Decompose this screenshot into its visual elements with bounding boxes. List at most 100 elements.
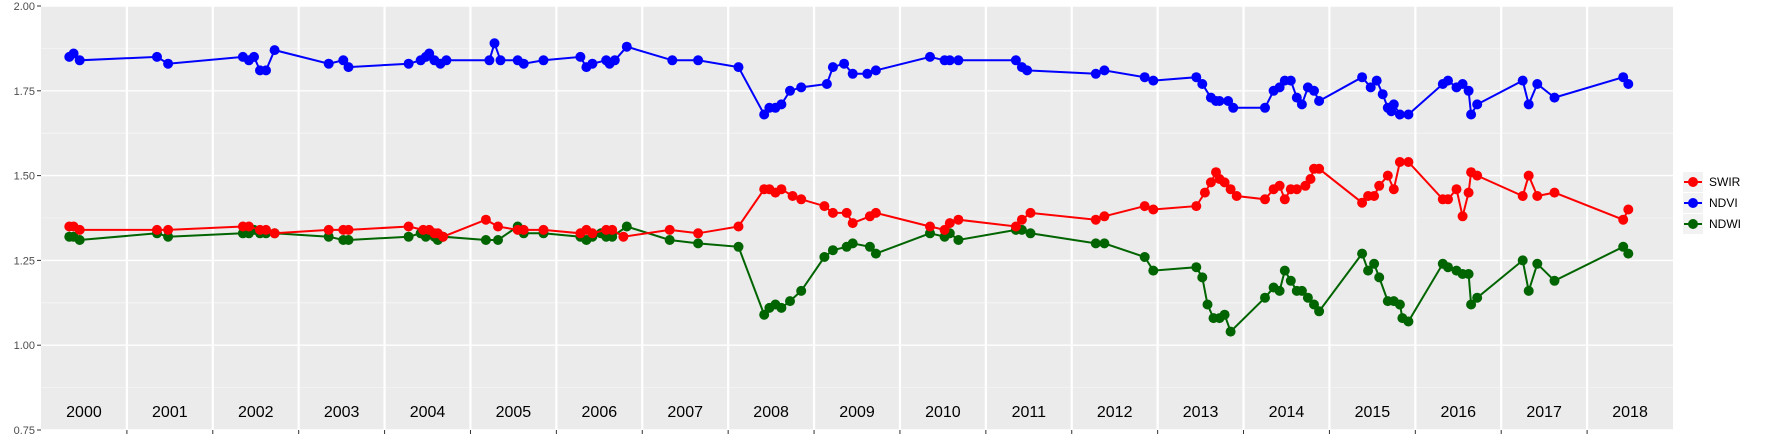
data-point-ndwi	[1139, 252, 1150, 262]
data-point-ndvi	[1472, 99, 1483, 110]
data-point-ndvi	[1618, 72, 1629, 83]
data-point-ndwi	[1274, 285, 1285, 296]
data-point-ndwi	[733, 241, 744, 252]
data-point-ndvi	[1377, 89, 1388, 100]
data-point-ndvi	[538, 55, 549, 66]
data-point-swir	[733, 221, 744, 232]
year-label: 2010	[925, 404, 961, 421]
data-point-ndwi	[1618, 241, 1629, 252]
data-point-ndvi	[163, 58, 174, 69]
data-point-swir	[1274, 180, 1285, 191]
data-point-ndvi	[821, 79, 832, 89]
data-point-ndwi	[1357, 248, 1368, 259]
data-point-ndvi	[1443, 75, 1453, 86]
data-point-ndwi	[1532, 258, 1543, 269]
legend-item-ndvi: NDVI	[1683, 193, 1738, 213]
data-point-ndvi	[1623, 79, 1634, 89]
data-point-swir	[607, 224, 618, 235]
data-point-ndwi	[1472, 292, 1483, 303]
data-point-ndvi	[484, 55, 495, 66]
data-point-swir	[1090, 214, 1101, 225]
legend-key-point	[1688, 177, 1698, 187]
data-point-ndvi	[776, 99, 787, 110]
data-point-ndvi	[1191, 72, 1202, 83]
year-label: 2017	[1526, 404, 1562, 421]
data-point-ndvi	[839, 58, 850, 69]
data-point-ndvi	[693, 55, 704, 66]
legend: SWIR NDVI NDWI	[1683, 172, 1741, 234]
data-point-ndwi	[1369, 258, 1380, 269]
data-point-ndvi	[1365, 82, 1376, 93]
data-point-ndwi	[1279, 265, 1290, 276]
data-point-ndwi	[1202, 299, 1213, 310]
data-point-swir	[1231, 191, 1242, 201]
data-point-ndvi	[1274, 82, 1285, 93]
year-label: 2016	[1440, 404, 1476, 421]
legend-item-ndwi: NDWI	[1683, 214, 1741, 234]
data-point-ndvi	[1532, 79, 1543, 89]
data-point-swir	[1618, 214, 1629, 225]
data-point-ndwi	[1296, 285, 1307, 296]
data-point-swir	[1260, 194, 1270, 205]
data-point-swir	[1199, 187, 1210, 198]
data-point-ndwi	[1394, 299, 1405, 310]
data-point-swir	[493, 221, 503, 232]
data-point-ndvi	[827, 62, 838, 73]
data-point-swir	[1463, 187, 1474, 198]
data-point-ndvi	[338, 55, 349, 66]
data-point-ndvi	[925, 51, 935, 62]
data-point-ndvi	[785, 85, 795, 96]
data-point-ndvi	[1022, 65, 1033, 76]
data-point-ndvi	[1457, 79, 1468, 89]
data-point-swir	[796, 194, 807, 205]
data-point-ndwi	[621, 221, 632, 232]
data-point-ndwi	[343, 235, 354, 245]
data-point-ndvi	[1148, 75, 1159, 86]
data-point-swir	[74, 224, 85, 235]
data-point-swir	[438, 231, 448, 242]
data-point-ndwi	[1148, 265, 1159, 276]
data-point-ndwi	[776, 302, 787, 313]
data-point-swir	[587, 228, 598, 239]
data-point-ndvi	[733, 62, 744, 73]
y-tick-label: 1.75	[14, 86, 35, 98]
data-point-swir	[664, 224, 675, 235]
data-point-swir	[1549, 187, 1560, 198]
data-point-swir	[939, 224, 950, 235]
data-point-swir	[1623, 204, 1634, 215]
data-point-swir	[1472, 170, 1483, 181]
year-label: 2004	[410, 404, 446, 421]
data-point-ndvi	[1517, 75, 1528, 86]
data-point-swir	[819, 201, 830, 212]
data-point-swir	[827, 207, 838, 218]
data-point-ndwi	[1197, 272, 1208, 283]
year-label: 2011	[1012, 404, 1047, 421]
data-point-ndvi	[667, 55, 678, 66]
year-label: 2013	[1183, 404, 1219, 421]
year-labels: 2000 2001 2002 2003 2004 2005 2006 2007 2008 2009…	[66, 404, 1648, 421]
y-tick-label: 2.00	[14, 1, 35, 13]
data-point-ndvi	[1260, 102, 1270, 113]
year-label: 2006	[582, 404, 618, 421]
data-point-ndvi	[1214, 96, 1225, 106]
data-point-ndvi	[74, 55, 85, 66]
data-point-ndvi	[1139, 72, 1150, 83]
data-point-ndwi	[870, 248, 881, 259]
data-point-ndvi	[403, 58, 414, 69]
legend-item-swir: SWIR	[1683, 172, 1741, 192]
data-point-swir	[1314, 163, 1325, 174]
legend-label: NDVI	[1709, 196, 1738, 210]
data-point-ndwi	[864, 241, 875, 252]
data-point-ndvi	[1549, 92, 1560, 103]
data-point-swir	[693, 228, 704, 239]
data-point-swir	[1305, 174, 1316, 184]
data-point-swir	[776, 184, 787, 195]
data-point-swir	[243, 221, 254, 232]
data-point-ndwi	[1443, 262, 1453, 273]
data-point-ndwi	[493, 235, 503, 245]
y-tick-label: 1.00	[14, 340, 35, 352]
data-point-ndvi	[269, 45, 280, 56]
y-tick-label: 1.50	[14, 171, 35, 183]
data-point-ndvi	[796, 82, 807, 93]
data-point-ndwi	[1403, 316, 1414, 327]
